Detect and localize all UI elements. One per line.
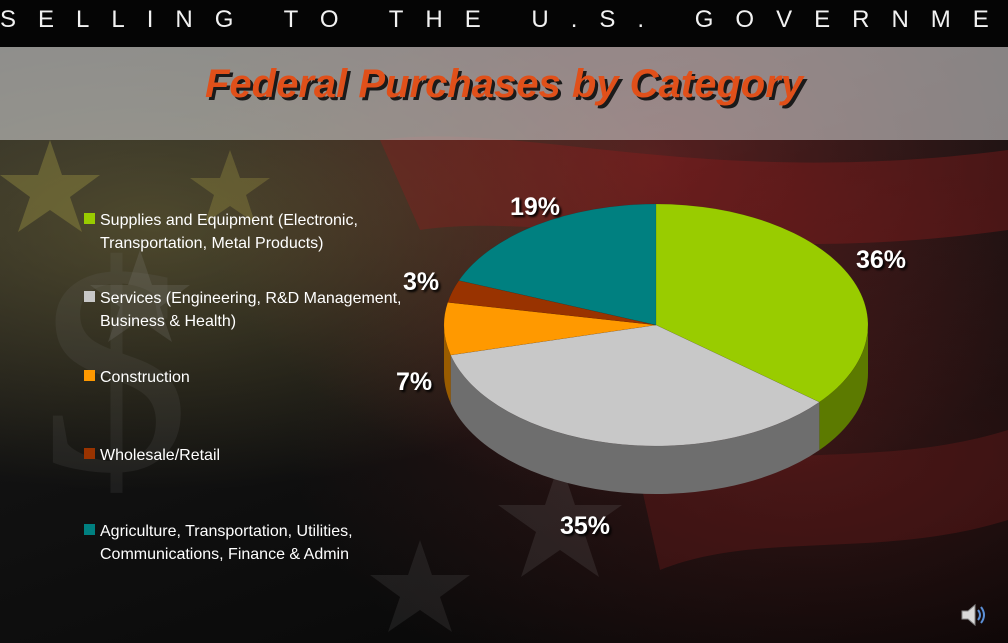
pct-label-supplies: 36%	[856, 246, 907, 274]
title-band	[0, 47, 1008, 140]
pie-chart	[443, 203, 869, 494]
pie-slice-supplies	[655, 203, 869, 403]
legend: Supplies and Equipment (Electronic, Tran…	[84, 0, 414, 643]
top-heading: SELLING TO THE U.S. GOVERNMENT	[0, 6, 1008, 33]
star-decoration	[498, 460, 622, 577]
star-decoration	[0, 140, 100, 232]
legend-swatch-services	[84, 291, 95, 302]
legend-label-services: Services (Engineering, R&D Management, B…	[100, 290, 402, 330]
legend-label-wholesale: Wholesale/Retail	[100, 447, 221, 464]
pie-side-services	[450, 355, 820, 494]
legend-label-construction: Construction	[100, 369, 190, 386]
flag-stripe	[380, 136, 1008, 245]
pie-slice-agriculture	[458, 203, 657, 326]
pct-label-construction: 7%	[396, 368, 433, 396]
legend-swatch-agriculture	[84, 524, 95, 535]
legend-swatch-supplies	[84, 213, 95, 224]
pie-side-construction	[444, 325, 451, 404]
pie-slice-construction	[443, 302, 657, 356]
chart-title: Federal Purchases by Category	[204, 62, 804, 106]
top-bar	[0, 0, 1008, 47]
pct-label-wholesale: 3%	[403, 268, 440, 296]
legend-swatch-wholesale	[84, 448, 95, 459]
dollar-sign-decoration: $	[40, 203, 190, 535]
legend-label-agriculture: Agriculture, Transportation, Utilities, …	[100, 523, 353, 563]
pie-slice-wholesale	[447, 280, 657, 326]
legend-label-supplies: Supplies and Equipment (Electronic, Tran…	[100, 212, 358, 252]
pie-sides	[444, 325, 868, 494]
pct-label-services: 35%	[560, 512, 611, 540]
legend-swatch-construction	[84, 370, 95, 381]
pie-side-supplies	[819, 325, 868, 451]
star-decoration	[90, 250, 190, 342]
star-decoration	[190, 150, 270, 223]
speaker-icon[interactable]	[958, 600, 988, 630]
pct-label-agriculture: 19%	[510, 193, 561, 221]
star-decoration	[370, 540, 470, 632]
pie-slice-services	[450, 324, 820, 447]
